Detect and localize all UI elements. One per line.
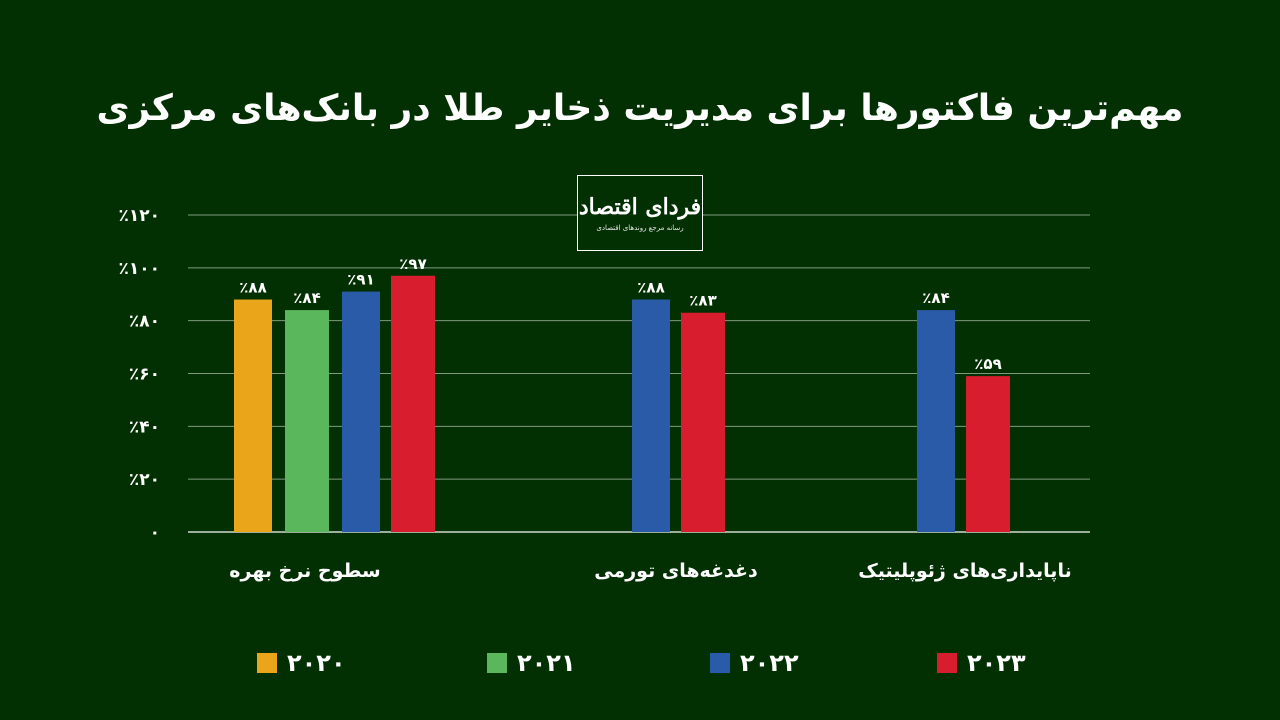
bar bbox=[917, 310, 955, 532]
bar bbox=[681, 312, 725, 532]
legend-label: ۲۰۲۰ bbox=[287, 649, 346, 677]
legend-swatch bbox=[257, 653, 277, 673]
bar-value-label: ٪۸۴ bbox=[293, 289, 320, 307]
logo-tagline: رسانه مرجع روندهای اقتصادی bbox=[596, 224, 684, 232]
y-tick-label: ٪۸۰ bbox=[129, 312, 160, 332]
legend-label: ۲۰۲۱ bbox=[517, 649, 576, 677]
y-tick-label: ٪۱۰۰ bbox=[118, 259, 160, 279]
bar-value-label: ٪۸۳ bbox=[689, 292, 716, 310]
legend-item: ۲۰۲۱ bbox=[487, 648, 576, 678]
chart-title: مهم‌ترین فاکتورها برای مدیریت ذخایر طلا … bbox=[96, 88, 1184, 129]
legend-label: ۲۰۲۳ bbox=[967, 649, 1026, 677]
legend-item: ۲۰۲۳ bbox=[937, 648, 1026, 678]
legend-item: ۲۰۲۲ bbox=[710, 648, 799, 678]
legend-label: ۲۰۲۲ bbox=[740, 649, 799, 677]
legend-swatch bbox=[710, 653, 730, 673]
bar bbox=[632, 299, 670, 532]
legend-item: ۲۰۲۰ bbox=[257, 648, 346, 678]
category-label: سطوح نرخ بهره bbox=[229, 560, 380, 582]
y-tick-label: ٪۶۰ bbox=[129, 365, 160, 385]
bar-value-label: ٪۹۷ bbox=[399, 255, 426, 273]
y-tick-label: ٪۲۰ bbox=[129, 470, 160, 490]
legend-swatch bbox=[937, 653, 957, 673]
bar bbox=[966, 376, 1010, 532]
bar bbox=[285, 310, 329, 532]
y-tick-label: ٪۱۲۰ bbox=[118, 206, 160, 226]
bar-value-label: ٪۸۴ bbox=[922, 289, 949, 307]
logo-name: فردای اقتصاد bbox=[578, 194, 702, 220]
y-tick-label: ۰ bbox=[150, 523, 160, 543]
category-label: ناپایداری‌های ژئوپلیتیک bbox=[858, 560, 1071, 582]
y-tick-label: ٪۴۰ bbox=[129, 417, 160, 437]
bar-value-label: ٪۸۸ bbox=[239, 279, 266, 297]
bar bbox=[234, 299, 272, 532]
bar bbox=[391, 275, 435, 532]
bar-value-label: ٪۸۸ bbox=[637, 279, 664, 297]
bar bbox=[342, 291, 380, 532]
category-label: دغدغه‌های تورمی bbox=[594, 560, 758, 582]
bar-value-label: ٪۹۱ bbox=[347, 271, 374, 289]
bar-value-label: ٪۵۹ bbox=[974, 355, 1001, 373]
legend-swatch bbox=[487, 653, 507, 673]
brand-logo: فردای اقتصاد رسانه مرجع روندهای اقتصادی bbox=[577, 175, 703, 251]
